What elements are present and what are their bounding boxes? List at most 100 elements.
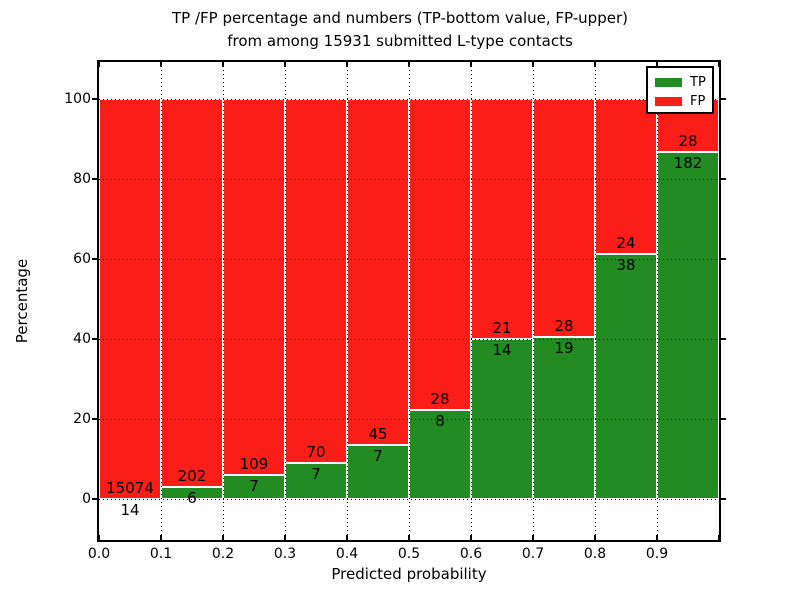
gridline-y [99, 99, 719, 100]
y-tick-right [721, 98, 726, 100]
y-tick [92, 258, 97, 260]
fp-count-label: 70 [306, 442, 326, 461]
y-tick [92, 498, 97, 500]
gridline-x [347, 62, 348, 540]
x-tick-label: 0.8 [583, 546, 607, 562]
gridline-x [409, 62, 410, 540]
y-tick-right [721, 178, 726, 180]
legend: TP FP [646, 66, 714, 114]
fp-count-label: 109 [239, 454, 269, 473]
bar-fp [533, 99, 595, 338]
gridline-x [533, 62, 534, 540]
bar-tp [595, 253, 657, 499]
gridline-x [285, 62, 286, 540]
tp-count-label: 19 [554, 339, 574, 358]
fp-count-label: 15074 [106, 478, 154, 497]
y-tick-label: 20 [73, 411, 91, 427]
y-tick-label: 0 [82, 491, 91, 507]
fp-count-label: 28 [678, 132, 698, 151]
x-tick-label: 0.7 [521, 546, 545, 562]
gridline-y [99, 179, 719, 180]
x-tick-top [160, 62, 162, 67]
x-tick-label: 0.1 [149, 546, 173, 562]
legend-swatch-fp [655, 97, 682, 106]
x-tick [222, 535, 224, 540]
bar-fp [223, 99, 285, 475]
legend-swatch-tp [655, 78, 682, 87]
y-tick [92, 418, 97, 420]
x-tick-label: 0.4 [335, 546, 359, 562]
gridline-x [161, 62, 162, 540]
y-tick-right [721, 258, 726, 260]
x-tick [408, 535, 410, 540]
x-tick [99, 535, 100, 540]
x-tick [284, 535, 286, 540]
y-axis-label: Percentage [13, 258, 31, 344]
y-tick-right [721, 338, 726, 340]
gridline-y [99, 259, 719, 260]
x-tick-top [222, 62, 224, 67]
tp-count-label: 182 [673, 154, 703, 173]
tp-count-label: 6 [187, 489, 197, 508]
x-tick [470, 535, 472, 540]
bar-fp [99, 99, 161, 499]
legend-item: FP [655, 92, 712, 111]
x-tick-top [346, 62, 348, 67]
x-tick [594, 535, 596, 540]
y-tick-label: 40 [73, 331, 91, 347]
tp-count-label: 38 [616, 255, 636, 274]
fp-count-label: 24 [616, 233, 636, 252]
x-tick-top [408, 62, 410, 67]
bar-fp [471, 99, 533, 339]
gridline-x [223, 62, 224, 540]
gridline-x [595, 62, 596, 540]
bar-fp [347, 99, 409, 446]
plot-area: 15074 14 202 6 109 7 70 7 45 7 28 8 21 14 28 19 24 38 28 18… [97, 60, 721, 542]
x-tick-label: 0.3 [273, 546, 297, 562]
y-tick [92, 178, 97, 180]
x-tick-top [718, 62, 719, 67]
x-tick-label: 0.5 [397, 546, 421, 562]
x-tick [346, 535, 348, 540]
bar-tp [223, 474, 285, 499]
gridline-y [99, 419, 719, 420]
bar-fp [285, 99, 347, 463]
chart-title: TP /FP percentage and numbers (TP-bottom… [0, 7, 800, 53]
x-tick-top [99, 62, 100, 67]
tp-count-label: 14 [120, 500, 140, 519]
fp-count-label: 21 [492, 319, 512, 337]
bar-tp [657, 152, 719, 499]
gridline-y [99, 499, 719, 500]
x-tick-top [470, 62, 472, 67]
legend-item: TP [655, 73, 712, 92]
fp-count-label: 45 [368, 425, 388, 444]
x-tick-label: 0.9 [645, 546, 669, 562]
y-tick-right [721, 418, 726, 420]
x-tick-label: 0.0 [87, 546, 111, 562]
tp-count-label: 7 [249, 476, 259, 495]
bar-fp [409, 99, 471, 411]
x-tick-top [594, 62, 596, 67]
y-tick [92, 338, 97, 340]
gridline-y [99, 339, 719, 340]
y-tick [92, 98, 97, 100]
x-tick-label: 0.6 [459, 546, 483, 562]
bar-fp [161, 99, 223, 488]
tp-count-label: 14 [492, 341, 512, 359]
y-tick-right [721, 498, 726, 500]
x-axis-label: Predicted probability [331, 565, 487, 583]
bar-tp [285, 462, 347, 499]
legend-label-fp: FP [690, 94, 706, 109]
tp-count-label: 7 [311, 464, 321, 483]
tp-count-label: 7 [373, 447, 383, 466]
plot-inner: 15074 14 202 6 109 7 70 7 45 7 28 8 21 14 28 19 24 38 28 18… [99, 62, 719, 540]
x-tick-top [532, 62, 534, 67]
fp-count-label: 28 [554, 317, 574, 336]
x-tick-top [284, 62, 286, 67]
x-tick [160, 535, 162, 540]
legend-label-tp: TP [690, 75, 706, 90]
y-tick-label: 60 [73, 251, 91, 267]
bar-tp [347, 445, 409, 499]
x-tick [656, 535, 658, 540]
